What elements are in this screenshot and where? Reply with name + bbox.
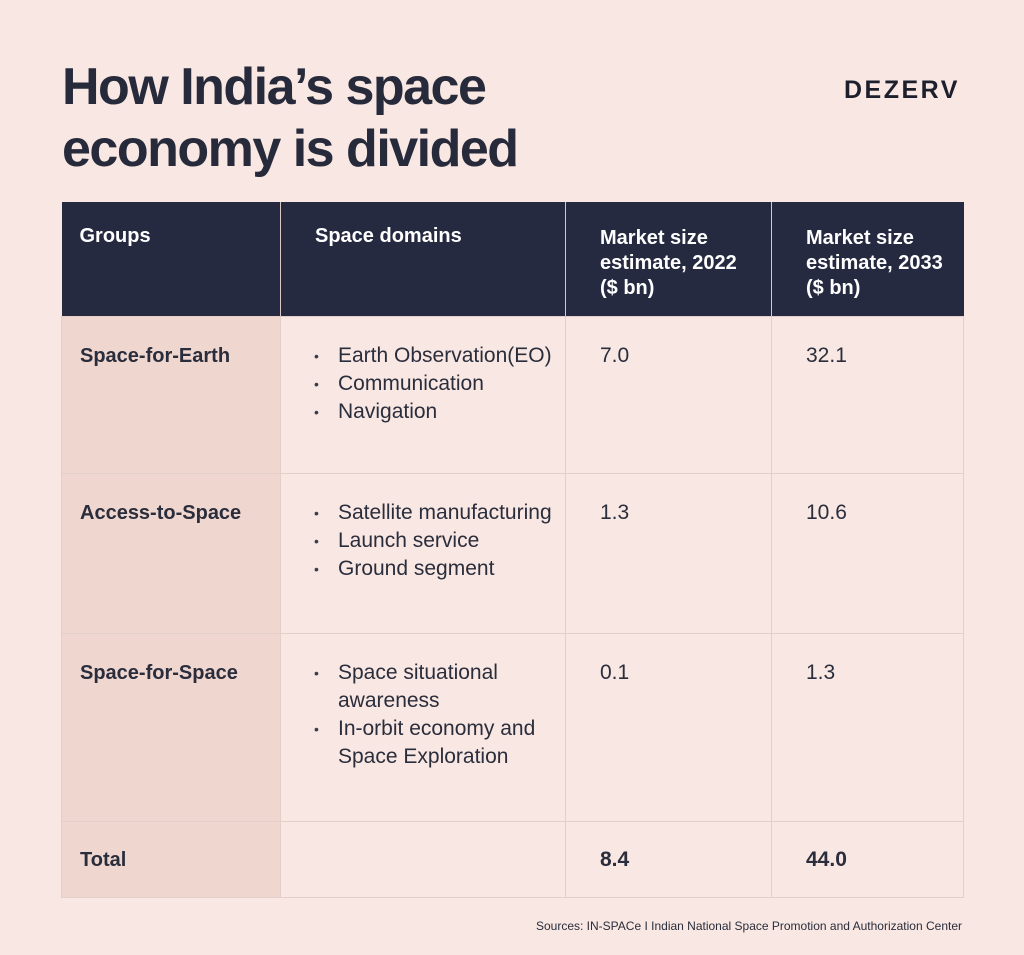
table-header-row: Groups Space domains Market size estimat… (61, 202, 964, 316)
value-2033-cell: 1.3 (771, 632, 964, 822)
value-2022-cell: 7.0 (565, 315, 772, 474)
list-item: Satellite manufacturing (281, 499, 555, 527)
table-row: Access-to-Space Satellite manufacturing … (61, 472, 964, 634)
space-economy-table: Groups Space domains Market size estimat… (61, 202, 964, 898)
table-row: Space-for-Space Space situational awaren… (61, 632, 964, 822)
list-item: In-orbit economy and Space Exploration (281, 715, 555, 771)
group-cell: Space-for-Earth (61, 315, 281, 474)
page-title: How India’s space economy is divided (62, 58, 519, 178)
list-item: Earth Observation(EO) (281, 342, 555, 370)
sources-note: Sources: IN-SPACe I Indian National Spac… (535, 919, 962, 933)
list-item: Launch service (281, 527, 555, 555)
value-2022-cell: 1.3 (565, 472, 772, 634)
total-domains-cell (280, 820, 566, 898)
domains-cell: Satellite manufacturing Launch service G… (280, 472, 566, 634)
group-cell: Access-to-Space (61, 472, 281, 634)
value-2033-cell: 10.6 (771, 472, 964, 634)
total-label-cell: Total (61, 820, 281, 898)
domains-list: Earth Observation(EO) Communication Navi… (281, 342, 555, 426)
group-cell: Space-for-Space (61, 632, 281, 822)
header-space-domains: Space domains (280, 202, 566, 316)
list-item: Ground segment (281, 555, 555, 583)
header-market-size-2033: Market size estimate, 2033 ($ bn) (771, 202, 964, 316)
brand-logo: DEZERV (844, 76, 960, 104)
list-item: Space situational awareness (281, 659, 555, 715)
header-market-size-2022: Market size estimate, 2022 ($ bn) (565, 202, 772, 316)
list-item: Communication (281, 370, 555, 398)
domains-cell: Space situational awareness In-orbit eco… (280, 632, 566, 822)
value-2022-cell: 0.1 (565, 632, 772, 822)
domains-list: Space situational awareness In-orbit eco… (281, 659, 555, 771)
header-groups: Groups (61, 202, 281, 316)
domains-list: Satellite manufacturing Launch service G… (281, 499, 555, 583)
table-row: Space-for-Earth Earth Observation(EO) Co… (61, 315, 964, 474)
domains-cell: Earth Observation(EO) Communication Navi… (280, 315, 566, 474)
total-row: Total 8.4 44.0 (61, 820, 964, 898)
total-2033-cell: 44.0 (771, 820, 964, 898)
total-2022-cell: 8.4 (565, 820, 772, 898)
value-2033-cell: 32.1 (771, 315, 964, 474)
list-item: Navigation (281, 398, 555, 426)
